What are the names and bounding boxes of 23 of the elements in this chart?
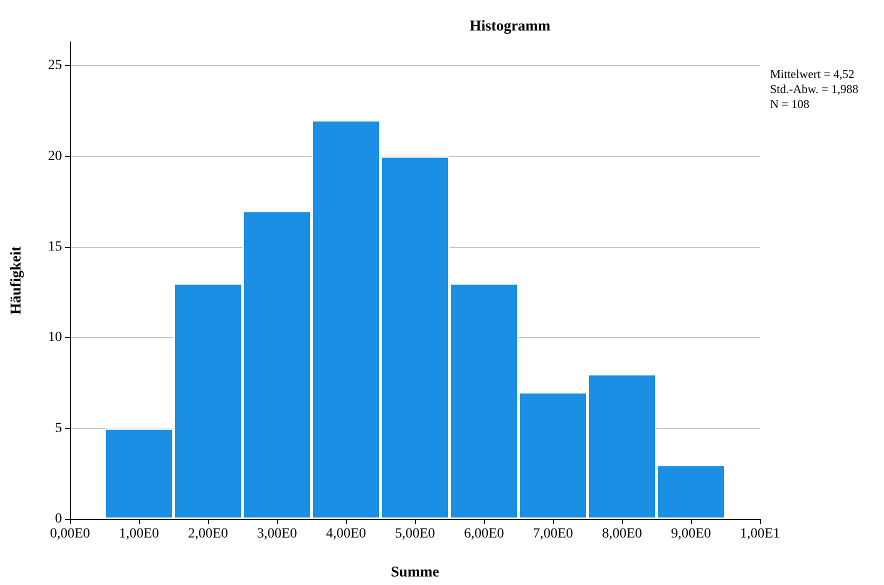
y-tick-label: 10 bbox=[48, 330, 62, 346]
x-tick-label: 1,00E0 bbox=[118, 526, 160, 542]
x-tick-label: 2,00E0 bbox=[188, 526, 228, 542]
x-axis-title: Summe bbox=[390, 564, 440, 580]
x-tick-label: 4,00E0 bbox=[326, 526, 366, 542]
y-tick-label: 20 bbox=[48, 148, 62, 164]
x-tick-label: 9,00E0 bbox=[670, 526, 712, 542]
x-tick-label: 0,00E0 bbox=[50, 526, 90, 542]
text: Mittelwert = 4,52 bbox=[770, 67, 854, 81]
text: Std.-Abw. = 1,988 bbox=[770, 82, 858, 96]
x-tick-label: 5,00E0 bbox=[394, 526, 436, 542]
chart-title: Histogramm bbox=[470, 18, 551, 34]
y-tick-label: 15 bbox=[48, 239, 62, 254]
y-axis-title: Häufigkeit bbox=[8, 246, 24, 315]
y-tick-label: 0 bbox=[55, 512, 62, 526]
x-tick-label: 6,00E0 bbox=[464, 526, 504, 542]
y-tick-label: 5 bbox=[55, 420, 62, 436]
x-tick-label: 1,00E1 bbox=[740, 526, 780, 542]
x-tick-label: 8,00E0 bbox=[602, 526, 642, 542]
y-tick-label: 25 bbox=[48, 58, 62, 74]
x-tick-label: 3,00E0 bbox=[256, 526, 298, 542]
x-tick-label: 7,00E0 bbox=[532, 526, 574, 542]
text: N = 108 bbox=[770, 97, 810, 111]
